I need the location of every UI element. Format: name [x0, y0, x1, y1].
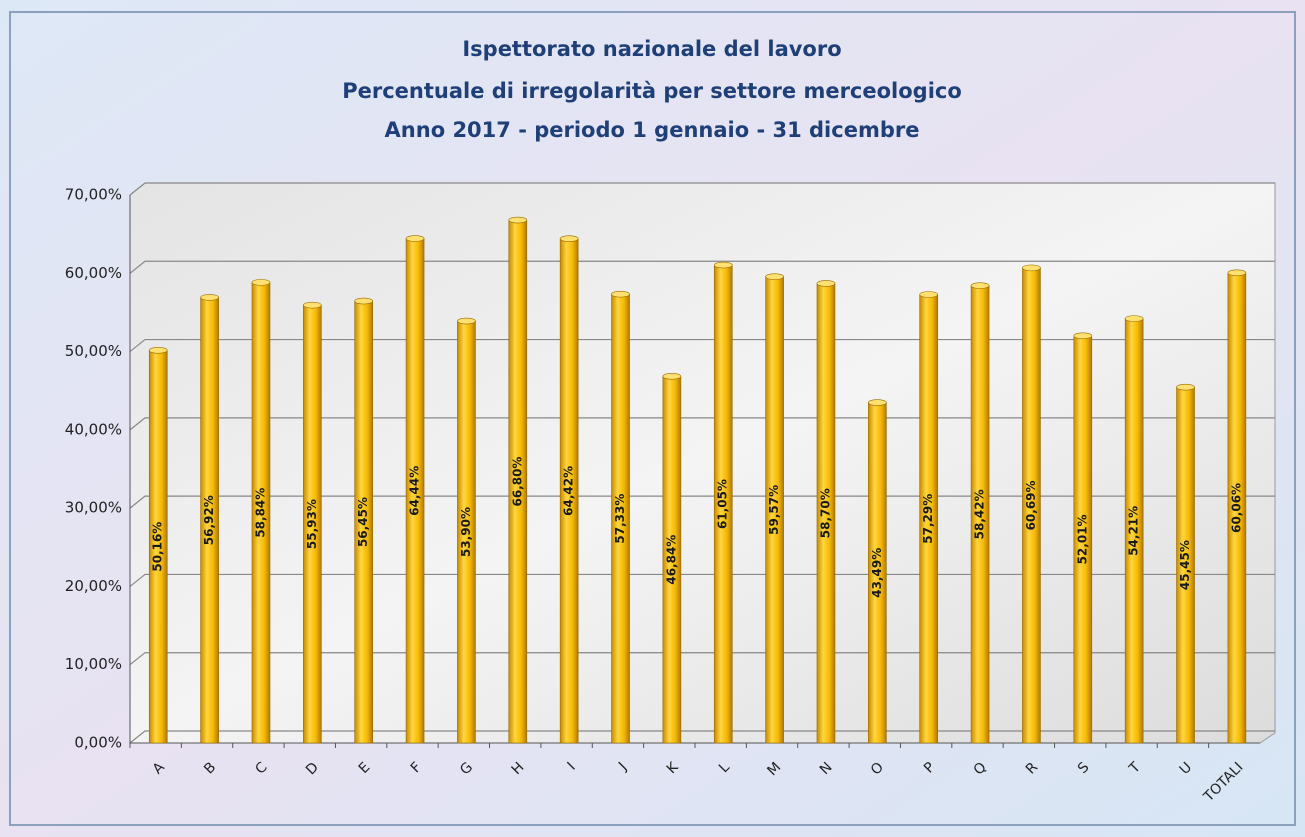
value-label: 56,45%: [356, 497, 370, 547]
value-label: 59,57%: [767, 485, 781, 535]
grid-line: [129, 417, 1275, 431]
bar-top: [713, 261, 733, 269]
value-label: 45,45%: [1178, 540, 1192, 590]
bar-top: [251, 279, 271, 286]
value-label: 53,90%: [459, 507, 473, 557]
bar-top: [970, 282, 990, 289]
bar-top: [765, 273, 784, 280]
grid-line: [129, 652, 1275, 666]
y-tick-label: 0,00%: [74, 734, 122, 752]
bar-top: [1073, 332, 1093, 340]
value-label: 56,92%: [202, 495, 216, 545]
value-label: 58,84%: [253, 488, 267, 538]
grid-line: [129, 338, 1275, 353]
grid-line: [129, 182, 1275, 196]
bar-top: [200, 294, 219, 301]
y-tick-label: 30,00%: [65, 499, 122, 517]
bar-top: [662, 373, 682, 380]
y-tick-label: 10,00%: [65, 655, 122, 673]
bar-top: [1227, 269, 1247, 277]
grid-line: [129, 260, 1275, 274]
value-label: 52,01%: [1075, 514, 1089, 564]
value-label: 64,42%: [562, 466, 576, 516]
y-tick-label: 60,00%: [65, 264, 122, 282]
frame: [9, 11, 1296, 826]
bar-top: [405, 235, 425, 242]
y-tick-label: 40,00%: [65, 420, 122, 438]
value-label: 55,93%: [305, 499, 319, 549]
bar-top: [816, 280, 836, 287]
chart-title: Percentuale di irregolarità per settore …: [342, 79, 962, 103]
value-label: 57,29%: [921, 494, 935, 544]
plot-wall: [129, 182, 1276, 744]
chart-title: Anno 2017 - periodo 1 gennaio - 31 dicem…: [385, 118, 920, 142]
value-label: 58,42%: [973, 489, 987, 539]
bar-top: [1176, 383, 1195, 391]
y-tick-label: 50,00%: [65, 342, 122, 360]
bar-top: [457, 317, 476, 325]
bar-top: [868, 399, 887, 406]
value-label: 66,80%: [510, 457, 524, 507]
grid-line: [129, 730, 1275, 744]
bar-top: [303, 301, 322, 309]
value-label: 60,06%: [1229, 483, 1243, 533]
value-label: 60,69%: [1024, 480, 1038, 530]
bar-top: [611, 290, 630, 298]
value-label: 61,05%: [716, 479, 730, 529]
value-label: 64,44%: [408, 466, 422, 516]
y-tick-label: 20,00%: [65, 577, 122, 595]
bar-top: [559, 235, 579, 242]
grid-line: [129, 495, 1275, 509]
grid-line: [129, 573, 1275, 587]
bar-top: [1124, 315, 1144, 322]
bar-top: [508, 216, 528, 224]
bar-top: [919, 291, 939, 298]
value-label: 43,49%: [870, 548, 884, 598]
value-label: 58,70%: [818, 488, 832, 538]
value-label: 46,84%: [664, 535, 678, 585]
bar-top: [354, 297, 374, 305]
bar-top: [148, 347, 168, 354]
chart-title: Ispettorato nazionale del lavoro: [462, 37, 841, 61]
value-label: 50,16%: [151, 522, 165, 572]
y-tick-label: 70,00%: [65, 186, 122, 204]
bar-top: [1022, 264, 1041, 272]
value-label: 54,21%: [1127, 506, 1141, 556]
value-label: 57,33%: [613, 494, 627, 544]
